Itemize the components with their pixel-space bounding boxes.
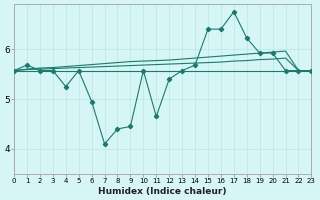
- X-axis label: Humidex (Indice chaleur): Humidex (Indice chaleur): [99, 187, 227, 196]
